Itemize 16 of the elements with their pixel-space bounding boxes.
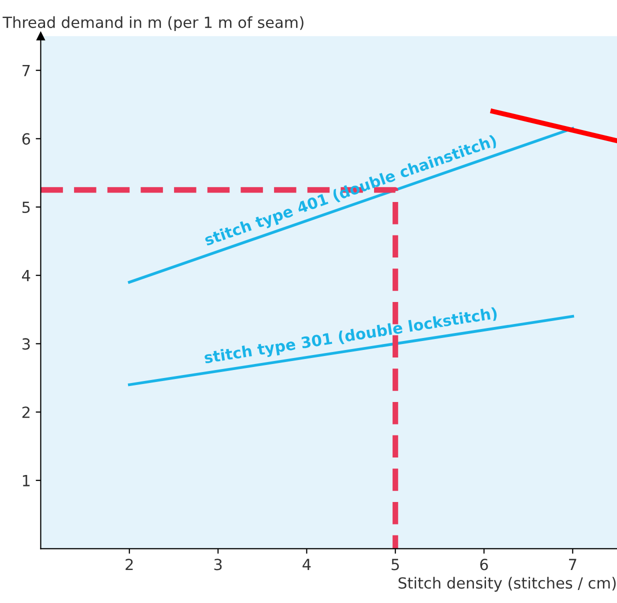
x-tick-label: 5: [392, 558, 399, 570]
y-tick-label: 6: [22, 133, 30, 145]
x-tick-label: 2: [126, 558, 133, 570]
y-tick-label: 3: [22, 338, 30, 350]
y-tick-label: 2: [22, 406, 30, 418]
y-axis-title: Thread demand in m (per 1 m of seam): [2, 16, 304, 32]
x-tick-label: 7: [569, 558, 576, 570]
x-tick-label: 6: [480, 558, 488, 570]
y-tick-label: 5: [22, 202, 30, 214]
x-axis-title: Stitch density (stitches / cm): [398, 576, 616, 592]
text: stitch type 301 (double lockstitch): [204, 306, 498, 367]
x-tick-label: 4: [302, 558, 311, 570]
x-tick-label: 3: [214, 558, 222, 570]
y-tick-label: 7: [22, 65, 30, 76]
y-tick-label: 1: [22, 475, 30, 486]
y-tick-label: 4: [22, 270, 30, 282]
